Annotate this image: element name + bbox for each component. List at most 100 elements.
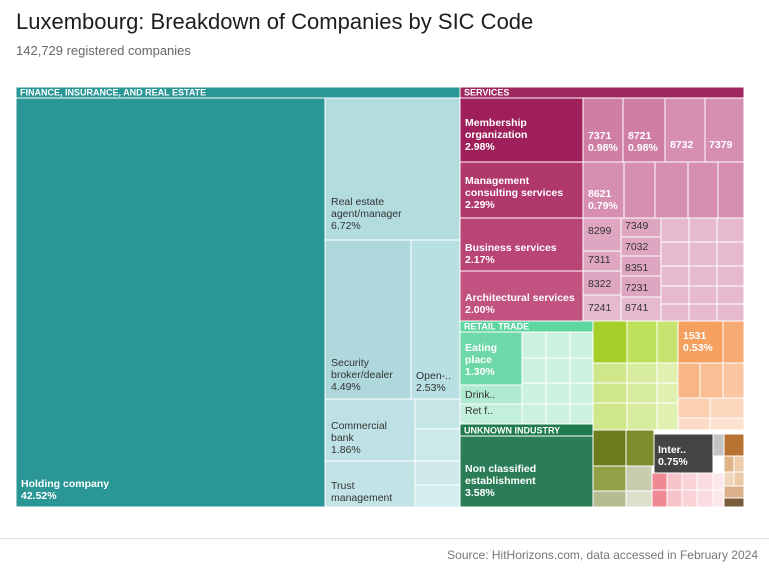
- cell-7032-label: 7032: [625, 241, 649, 253]
- cell-finance-small: [414, 460, 461, 486]
- cell-intermediary-value: 0.75%: [658, 456, 688, 468]
- cell-services-small: [688, 241, 718, 267]
- cell-pink-small: [681, 489, 698, 508]
- cell-1531-value: 0.53%: [683, 342, 713, 354]
- cell-services-small: [660, 241, 690, 267]
- cell-1531: [677, 320, 724, 364]
- cell-brown-small: [733, 455, 745, 473]
- cell-8322-label: 8322: [588, 278, 612, 290]
- cell-8741-label: 8741: [625, 302, 649, 314]
- cell-green-small: [656, 362, 679, 384]
- cell-retail-small: [545, 382, 571, 405]
- cell-brown-small: [723, 471, 735, 487]
- cell-brown: [723, 433, 745, 457]
- cell-green-small: [592, 362, 628, 384]
- cell-retail-small: [569, 357, 594, 384]
- cell-pink-small: [712, 489, 725, 508]
- cell-7379: [704, 97, 745, 163]
- cell-services-small: [716, 265, 745, 287]
- cell-retail-small: [569, 331, 594, 359]
- sector-header-retail-label: RETAIL TRADE: [464, 322, 529, 332]
- cell-non-classified-label: establishment: [465, 475, 536, 487]
- cell-olive: [625, 429, 655, 467]
- cell-trust-management-label: management: [331, 492, 392, 504]
- cell-retail-small: [521, 403, 547, 425]
- cell-8721: [622, 97, 666, 163]
- cell-8299-label: 8299: [588, 225, 612, 237]
- cell-services-small: [660, 265, 690, 287]
- cell-business-services-value: 2.17%: [465, 254, 495, 266]
- cell-green-small: [626, 362, 658, 384]
- cell-finance-small: [414, 484, 461, 508]
- cell-pink-small: [696, 489, 714, 508]
- cell-membership-org-label: Membership: [465, 117, 527, 129]
- cell-brown-small: [723, 485, 745, 499]
- cell-non-classified: [459, 435, 594, 508]
- cell-intermediary-label: Inter..: [658, 444, 686, 456]
- cell-eating-place: [459, 331, 523, 386]
- cell-services-small: [623, 161, 656, 219]
- cell-services-small: [688, 303, 718, 322]
- cell-security-broker-label: Security: [331, 357, 370, 369]
- cell-open-end-value: 2.53%: [416, 382, 446, 394]
- cell-security-broker: [324, 239, 412, 400]
- cell-eating-place-value: 1.30%: [465, 366, 495, 378]
- cell-brown-small: [733, 471, 745, 487]
- cell-orange-small: [709, 417, 745, 431]
- cell-olive-small: [625, 490, 653, 508]
- cell-7371-value: 0.98%: [588, 142, 618, 154]
- cell-trust-management: [324, 460, 416, 508]
- cell-services-small: [660, 217, 690, 243]
- cell-membership-org-value: 2.98%: [465, 141, 495, 153]
- cell-services-small: [660, 303, 690, 322]
- footer-divider: [0, 538, 769, 539]
- cell-commercial-bank-label: bank: [331, 432, 355, 444]
- cell-pink-small: [696, 472, 714, 491]
- cell-pink-small: [651, 489, 668, 508]
- cell-7371-label: 7371: [588, 130, 612, 142]
- cell-eating-place-label: Eating: [465, 342, 497, 354]
- cell-finance-small: [414, 398, 461, 430]
- cell-pink-small: [666, 489, 683, 508]
- cell-8721-value: 0.98%: [628, 142, 658, 154]
- cell-retail-small: [521, 382, 547, 405]
- cell-pink-small: [712, 472, 725, 491]
- cell-services-small: [688, 217, 718, 243]
- cell-olive: [592, 429, 627, 467]
- cell-architectural-services-label: Architectural services: [465, 292, 575, 304]
- sector-header-finance-label: FINANCE, INSURANCE, AND REAL ESTATE: [20, 88, 206, 98]
- cell-7241: [582, 294, 622, 322]
- cell-real-estate-agent-value: 6.72%: [331, 220, 361, 232]
- cell-olive-small: [592, 465, 627, 492]
- cell-open-end: [410, 239, 461, 400]
- cell-holding-company-value: 42.52%: [21, 490, 57, 502]
- cell-pink-small: [666, 472, 683, 491]
- cell-security-broker-value: 4.49%: [331, 381, 361, 393]
- cell-green: [626, 320, 658, 364]
- cell-real-estate-agent: [324, 97, 461, 241]
- cell-retail-small: [545, 331, 571, 359]
- cell-services-small: [717, 161, 745, 219]
- cell-orange: [722, 320, 745, 364]
- cell-orange-small: [699, 362, 724, 399]
- cell-non-classified-label: Non classified: [465, 463, 536, 475]
- cell-services-small: [716, 217, 745, 243]
- cell-trust-management-label: Trust: [331, 480, 355, 492]
- cell-orange-small: [722, 362, 745, 399]
- chart-title: Luxembourg: Breakdown of Companies by SI…: [16, 9, 534, 34]
- cell-services-small: [716, 241, 745, 267]
- cell-services-small: [688, 285, 718, 305]
- cell-management-consulting-label: consulting services: [465, 187, 563, 199]
- cell-eating-place-label: place: [465, 354, 492, 366]
- cell-orange-small: [677, 362, 701, 399]
- cell-open-end-label: Open-..: [416, 370, 451, 382]
- cell-brown-small: [723, 497, 745, 508]
- cell-green-small: [656, 402, 679, 431]
- cell-business-services-label: Business services: [465, 242, 557, 254]
- cell-green: [656, 320, 679, 364]
- cell-retail-small: [521, 357, 547, 384]
- cell-green-large: [592, 320, 628, 364]
- cell-business-services: [459, 217, 584, 272]
- source-note: Source: HitHorizons.com, data accessed i…: [447, 548, 758, 562]
